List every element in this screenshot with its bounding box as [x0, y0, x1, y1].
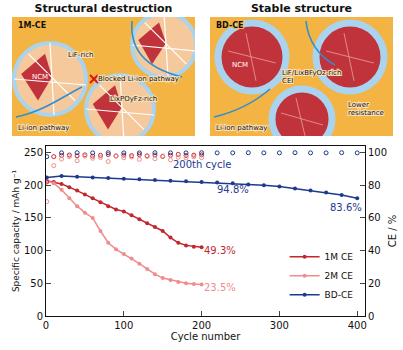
svg-text:250: 250: [24, 147, 43, 158]
svg-text:LiF-rich: LiF-rich: [68, 51, 94, 59]
svg-text:BD-CE: BD-CE: [325, 290, 354, 300]
svg-text:Cycle number: Cycle number: [171, 331, 241, 342]
svg-text:resistance: resistance: [348, 109, 384, 117]
svg-text:40: 40: [368, 245, 381, 256]
svg-text:Lower: Lower: [348, 101, 369, 109]
svg-text:20: 20: [368, 278, 381, 289]
svg-text:LiF/LixBFyOz-rich: LiF/LixBFyOz-rich: [282, 69, 341, 77]
svg-text:Structural destruction: Structural destruction: [35, 2, 173, 15]
svg-text:80: 80: [368, 180, 381, 191]
svg-text:50: 50: [30, 278, 43, 289]
svg-text:200: 200: [192, 320, 211, 331]
svg-text:100: 100: [114, 320, 133, 331]
svg-text:49.3%: 49.3%: [204, 245, 236, 256]
svg-text:100: 100: [24, 245, 43, 256]
svg-text:1M-CE: 1M-CE: [18, 21, 46, 30]
svg-text:0: 0: [43, 320, 49, 331]
svg-text:Blocked Li-ion pathway: Blocked Li-ion pathway: [98, 75, 179, 83]
svg-text:100: 100: [368, 147, 387, 158]
svg-text:200: 200: [24, 180, 43, 191]
svg-text:NCM: NCM: [232, 61, 248, 69]
svg-text:300: 300: [270, 320, 289, 331]
svg-text:Specific capacity / mAh g⁻¹: Specific capacity / mAh g⁻¹: [11, 170, 21, 293]
svg-text:94.8%: 94.8%: [217, 184, 249, 195]
svg-text:BD-CE: BD-CE: [216, 21, 244, 30]
svg-text:1M CE: 1M CE: [325, 252, 354, 262]
svg-text:400: 400: [348, 320, 367, 331]
svg-text:60: 60: [368, 212, 381, 223]
svg-text:NCM: NCM: [32, 73, 48, 81]
svg-text:CE / %: CE / %: [387, 215, 398, 248]
svg-text:Li-ion pathway: Li-ion pathway: [18, 124, 69, 132]
svg-text:CEI: CEI: [282, 77, 293, 85]
svg-text:83.6%: 83.6%: [330, 202, 362, 213]
svg-text:23.5%: 23.5%: [204, 282, 236, 293]
svg-text:LixPOyFz-rich: LixPOyFz-rich: [110, 95, 157, 103]
svg-text:Li-ion pathway: Li-ion pathway: [216, 124, 267, 132]
svg-text:2M CE: 2M CE: [325, 271, 354, 281]
svg-text:0: 0: [368, 311, 374, 322]
svg-text:Stable structure: Stable structure: [251, 2, 352, 15]
svg-text:150: 150: [24, 212, 43, 223]
svg-text:0: 0: [37, 311, 43, 322]
svg-text:200th cycle: 200th cycle: [173, 159, 231, 170]
